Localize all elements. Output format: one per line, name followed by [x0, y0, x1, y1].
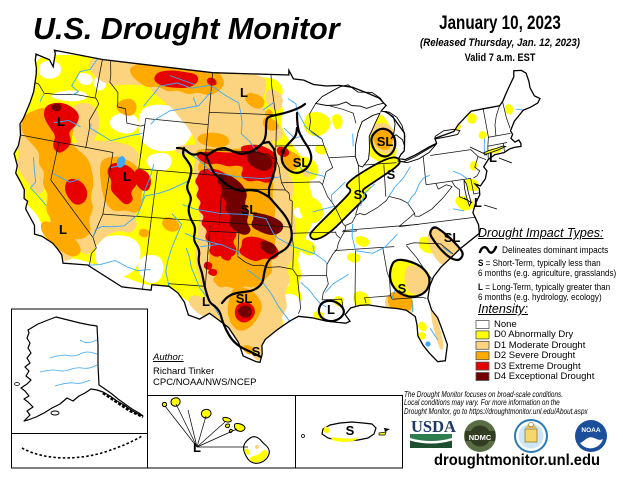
svg-text:L: L: [327, 302, 335, 317]
svg-text:L: L: [202, 294, 210, 309]
svg-text:L: L: [489, 150, 497, 165]
svg-text:USDA: USDA: [411, 417, 456, 436]
svg-text:L: L: [59, 222, 67, 237]
svg-text:NOAA: NOAA: [581, 427, 600, 434]
svg-text:SL: SL: [236, 291, 253, 306]
svg-text:NDMC: NDMC: [469, 433, 492, 442]
svg-text:S: S: [354, 187, 363, 202]
svg-text:L: L: [474, 195, 482, 210]
svg-text:L: L: [240, 85, 248, 100]
svg-text:SL: SL: [293, 155, 310, 170]
svg-text:S: S: [398, 281, 407, 296]
svg-text:S: S: [346, 423, 355, 438]
svg-text:L: L: [193, 440, 201, 455]
svg-text:S: S: [252, 344, 261, 359]
svg-text:SL: SL: [241, 202, 258, 217]
svg-text:L: L: [123, 169, 131, 184]
svg-text:S: S: [387, 167, 396, 182]
svg-text:SL: SL: [377, 134, 394, 149]
svg-text:SL: SL: [444, 230, 461, 245]
svg-text:L: L: [57, 114, 65, 129]
